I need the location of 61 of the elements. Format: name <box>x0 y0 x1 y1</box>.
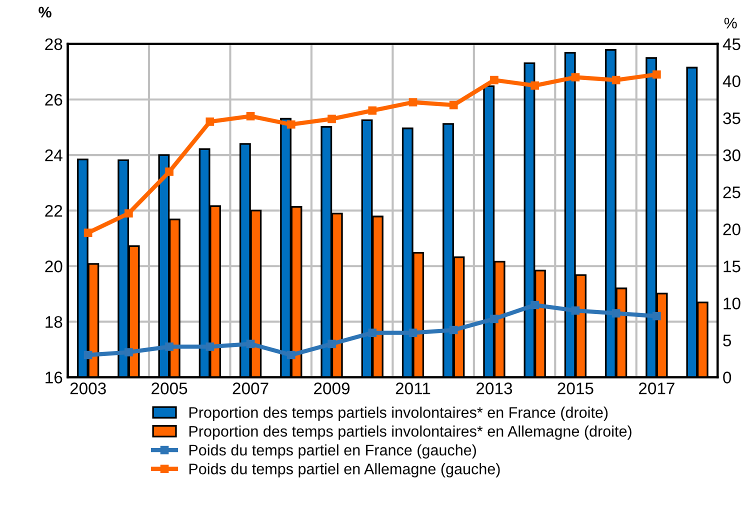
x-tick-label: 2015 <box>558 382 594 394</box>
point <box>286 120 296 129</box>
point <box>286 350 296 360</box>
point <box>124 209 133 218</box>
point <box>530 300 540 310</box>
y2-tick-label: 45 <box>722 38 740 50</box>
point <box>84 350 92 360</box>
x-tick-label: 2003 <box>70 382 106 394</box>
legend-label: Poids du temps partiel en Allemagne (gauche) <box>189 463 500 478</box>
point <box>165 168 174 176</box>
x-tick-label: 2011 <box>396 382 430 394</box>
point <box>652 312 661 320</box>
x-tick-label: 2013 <box>476 382 512 394</box>
point <box>246 340 255 348</box>
point <box>368 106 377 115</box>
point <box>328 114 336 124</box>
y2-tick-label: 20 <box>723 224 740 236</box>
point <box>368 328 377 337</box>
y-tick-label: 20 <box>45 260 62 272</box>
y-tick-label: 24 <box>45 149 62 162</box>
y2-axis-title: % <box>724 18 737 28</box>
point <box>652 70 661 79</box>
y-tick-label: 28 <box>45 38 62 50</box>
point <box>490 314 498 324</box>
y2-tick-label: 5 <box>723 334 732 346</box>
x-tick-label: 2007 <box>232 382 268 394</box>
point <box>571 306 580 315</box>
x-tick-label: 2005 <box>152 382 188 394</box>
y2-tick-label: 15 <box>724 260 740 272</box>
point <box>612 309 620 318</box>
point <box>530 81 540 90</box>
point <box>246 112 255 120</box>
y2-tick-label: 30 <box>723 149 740 162</box>
y2-tick-label: 35 <box>723 112 740 124</box>
x-tick-label: 2009 <box>314 382 350 394</box>
y2-tick-label: 25 <box>723 186 740 198</box>
point <box>408 328 418 337</box>
point <box>490 76 498 84</box>
y-tick-label: 18 <box>46 316 62 328</box>
point <box>328 340 336 348</box>
y-axis-title: % <box>38 6 52 18</box>
y-tick-label: 26 <box>45 94 62 106</box>
legend-label: Proportion des temps partiels involontaires* en France (droite) <box>189 406 608 421</box>
y2-tick-label: 10 <box>724 298 740 310</box>
point <box>612 76 620 84</box>
y2-tick-label: 40 <box>722 75 740 88</box>
point <box>449 100 458 110</box>
legend-label: Proportion des temps partiels involontaires* en Allemagne (droite) <box>189 426 632 440</box>
point <box>408 98 418 106</box>
point <box>571 73 580 82</box>
point <box>124 348 133 356</box>
y2-tick-label: 0 <box>723 372 732 384</box>
point <box>84 228 92 237</box>
y-tick-label: 22 <box>45 204 62 217</box>
y-tick-label: 16 <box>46 372 62 384</box>
point <box>206 342 214 351</box>
point <box>206 118 214 126</box>
point <box>165 342 174 351</box>
point <box>449 326 458 334</box>
legend-label: Poids du temps partiel en France (gauche) <box>189 444 476 459</box>
x-tick-label: 2017 <box>638 382 674 394</box>
